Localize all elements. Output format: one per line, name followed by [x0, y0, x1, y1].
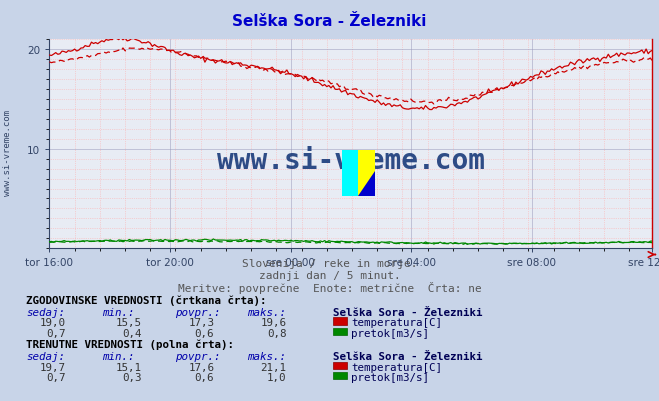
Text: 15,1: 15,1 [116, 362, 142, 372]
Text: pretok[m3/s]: pretok[m3/s] [351, 372, 429, 382]
Text: www.si-vreme.com: www.si-vreme.com [217, 147, 485, 175]
Text: 0,7: 0,7 [46, 328, 66, 338]
Text: 0,8: 0,8 [267, 328, 287, 338]
Text: maks.:: maks.: [247, 307, 286, 317]
Text: TRENUTNE VREDNOSTI (polna črta):: TRENUTNE VREDNOSTI (polna črta): [26, 339, 235, 349]
Text: www.si-vreme.com: www.si-vreme.com [3, 109, 13, 195]
Text: zadnji dan / 5 minut.: zadnji dan / 5 minut. [258, 270, 401, 280]
Text: 0,4: 0,4 [122, 328, 142, 338]
Text: pretok[m3/s]: pretok[m3/s] [351, 328, 429, 338]
Text: ZGODOVINSKE VREDNOSTI (črtkana črta):: ZGODOVINSKE VREDNOSTI (črtkana črta): [26, 295, 267, 305]
Text: 0,6: 0,6 [194, 328, 214, 338]
Text: temperatura[C]: temperatura[C] [351, 362, 442, 372]
Text: Selška Sora - Železniki: Selška Sora - Železniki [233, 14, 426, 29]
Text: min.:: min.: [102, 351, 134, 361]
Text: 19,6: 19,6 [261, 318, 287, 328]
Text: 19,7: 19,7 [40, 362, 66, 372]
Text: 0,6: 0,6 [194, 372, 214, 382]
Text: 15,5: 15,5 [116, 318, 142, 328]
Text: temperatura[C]: temperatura[C] [351, 318, 442, 328]
Text: 1,0: 1,0 [267, 372, 287, 382]
Text: 19,0: 19,0 [40, 318, 66, 328]
Text: sedaj:: sedaj: [26, 351, 65, 361]
Text: Selška Sora - Železniki: Selška Sora - Železniki [333, 351, 482, 361]
Text: Selška Sora - Železniki: Selška Sora - Železniki [333, 307, 482, 317]
Text: Meritve: povprečne  Enote: metrične  Črta: ne: Meritve: povprečne Enote: metrične Črta:… [178, 281, 481, 293]
Text: povpr.:: povpr.: [175, 351, 220, 361]
Text: 0,3: 0,3 [122, 372, 142, 382]
Text: min.:: min.: [102, 307, 134, 317]
Text: maks.:: maks.: [247, 351, 286, 361]
Text: 21,1: 21,1 [261, 362, 287, 372]
Polygon shape [358, 171, 375, 196]
Text: 0,7: 0,7 [46, 372, 66, 382]
FancyBboxPatch shape [342, 151, 358, 196]
Text: 17,3: 17,3 [188, 318, 214, 328]
Text: povpr.:: povpr.: [175, 307, 220, 317]
FancyBboxPatch shape [342, 151, 375, 196]
Text: 17,6: 17,6 [188, 362, 214, 372]
Text: sedaj:: sedaj: [26, 307, 65, 317]
Text: Slovenija / reke in morje.: Slovenija / reke in morje. [242, 259, 417, 269]
